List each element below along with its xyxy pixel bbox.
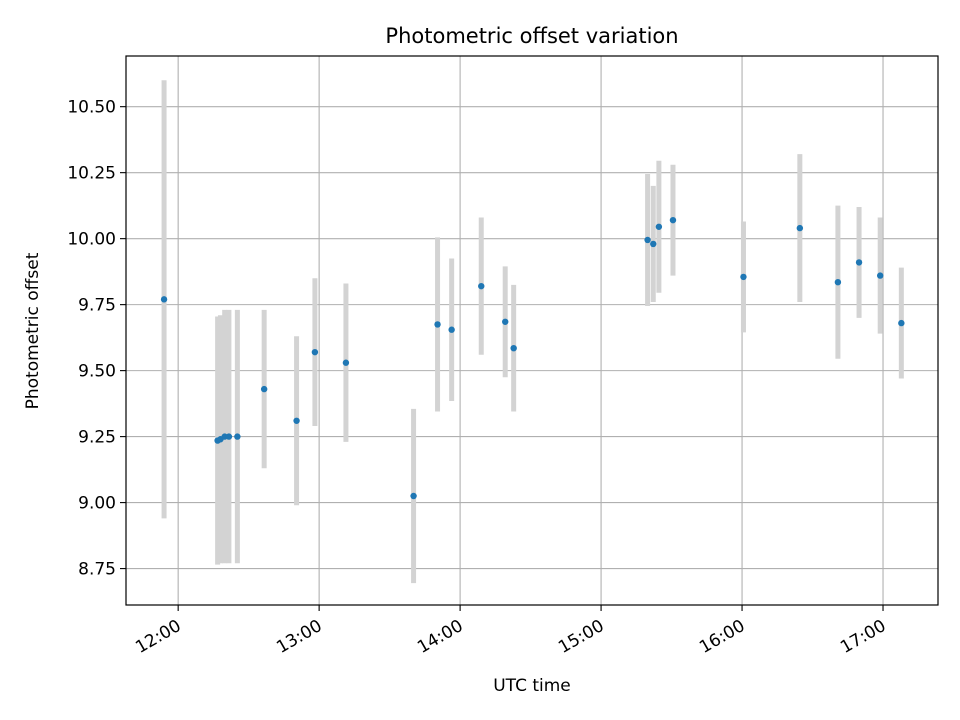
y-tick-label: 8.75 bbox=[78, 560, 116, 580]
data-points bbox=[160, 216, 905, 500]
data-point bbox=[160, 296, 168, 303]
y-tick-label: 9.00 bbox=[78, 494, 116, 514]
y-tick-label: 9.75 bbox=[78, 296, 116, 316]
data-point bbox=[293, 417, 300, 424]
data-point bbox=[311, 348, 319, 356]
data-point bbox=[502, 318, 509, 325]
x-axis-label: UTC time bbox=[493, 676, 571, 696]
data-point bbox=[877, 272, 884, 279]
data-point bbox=[898, 319, 905, 327]
data-point bbox=[448, 326, 455, 333]
data-point bbox=[740, 273, 747, 281]
data-point bbox=[644, 236, 651, 244]
chart-title: Photometric offset variation bbox=[385, 24, 678, 48]
y-tick-label: 10.25 bbox=[67, 164, 116, 184]
plot-frame bbox=[125, 55, 939, 606]
data-point bbox=[669, 216, 677, 224]
data-point bbox=[434, 321, 441, 328]
y-tick-label: 9.25 bbox=[78, 428, 116, 448]
data-point bbox=[410, 492, 417, 500]
data-point bbox=[225, 433, 233, 440]
y-axis-ticks: 8.75 9.00 9.25 9.50 9.75 10.00 10.25 10.50 bbox=[67, 98, 126, 580]
data-point bbox=[234, 433, 241, 440]
y-tick-label: 10.50 bbox=[67, 98, 116, 118]
data-point bbox=[655, 223, 663, 230]
data-point bbox=[510, 344, 517, 352]
data-point bbox=[834, 278, 842, 286]
data-point bbox=[478, 282, 485, 290]
y-tick-label: 10.00 bbox=[67, 230, 116, 250]
y-tick-label: 9.50 bbox=[78, 362, 116, 382]
data-point bbox=[260, 385, 268, 393]
y-axis-label: Photometric offset bbox=[23, 252, 43, 409]
data-point bbox=[796, 224, 804, 232]
data-point bbox=[650, 240, 657, 248]
data-point bbox=[855, 259, 863, 266]
data-point bbox=[342, 359, 350, 366]
